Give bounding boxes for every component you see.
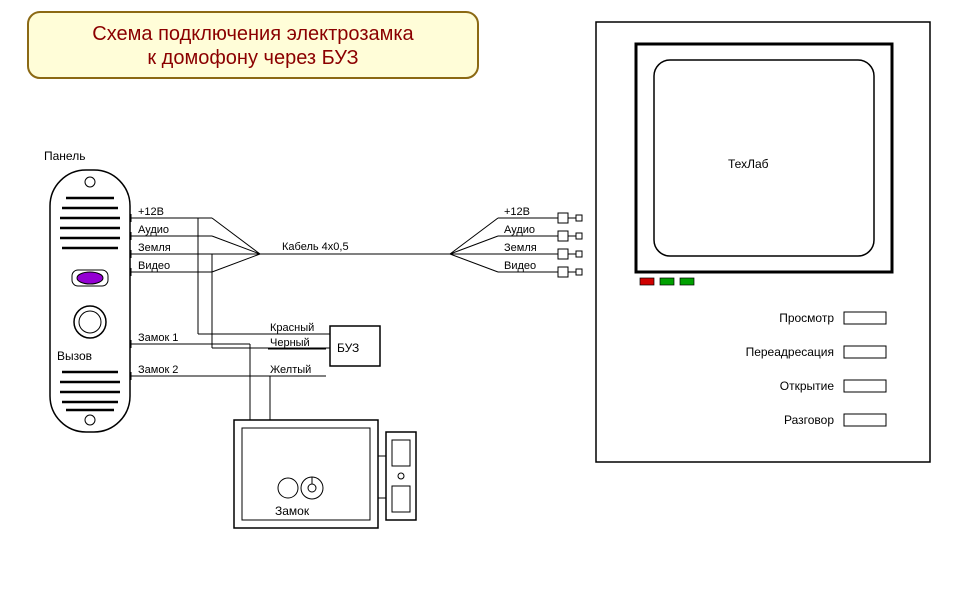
right-wires: +12В Аудио Земля Видео — [450, 206, 582, 277]
wire-label-audio-l: Аудио — [138, 224, 169, 236]
color-red: Красный — [270, 322, 314, 334]
panel-lamp — [77, 272, 103, 284]
title-line2: к домофону через БУЗ — [147, 47, 358, 69]
lock-label: Замок — [275, 504, 310, 518]
wire-label-audio-r: Аудио — [504, 224, 535, 236]
door-panel: Вызов — [50, 170, 130, 432]
monitor-btn-talk[interactable]: Разговор — [784, 413, 886, 427]
title-box: Схема подключения электрозамка к домофон… — [28, 12, 478, 78]
wire-label-gnd-r: Земля — [504, 242, 537, 254]
buz-label: БУЗ — [337, 341, 359, 355]
monitor-btn-redirect[interactable]: Переадресация — [746, 345, 886, 359]
wire-label-video-r: Видео — [504, 260, 536, 272]
monitor-btn-view[interactable]: Просмотр — [779, 311, 886, 325]
led-green2 — [680, 278, 694, 285]
wire-label-video-l: Видео — [138, 260, 170, 272]
color-yellow: Желтый — [270, 364, 311, 376]
lockwire2-label: Замок 2 — [138, 364, 178, 376]
wire-label-gnd-l: Земля — [138, 242, 171, 254]
wire-label-12v-r: +12В — [504, 206, 530, 218]
svg-text:Открытие: Открытие — [780, 379, 835, 393]
lock-wires: Замок 1 Замок 2 Красный Черный Желтый — [131, 322, 330, 420]
svg-text:Просмотр: Просмотр — [779, 311, 834, 325]
panel-label: Панель — [44, 149, 85, 163]
led-green1 — [660, 278, 674, 285]
color-black: Черный — [270, 337, 310, 349]
buz-box: БУЗ — [330, 326, 380, 366]
wire-label-12v-l: +12В — [138, 206, 164, 218]
led-red — [640, 278, 654, 285]
lock-box: Замок — [234, 420, 416, 528]
cable-label: Кабель 4х0,5 — [282, 241, 349, 253]
svg-text:Переадресация: Переадресация — [746, 345, 834, 359]
title-line1: Схема подключения электрозамка — [92, 23, 414, 45]
lockwire1-label: Замок 1 — [138, 332, 178, 344]
monitor-btn-open[interactable]: Открытие — [780, 379, 886, 393]
monitor: ТехЛаб Просмотр Переадресация Открытие Р… — [596, 22, 930, 462]
svg-text:Разговор: Разговор — [784, 413, 834, 427]
monitor-brand: ТехЛаб — [728, 157, 769, 171]
call-label: Вызов — [57, 349, 92, 363]
